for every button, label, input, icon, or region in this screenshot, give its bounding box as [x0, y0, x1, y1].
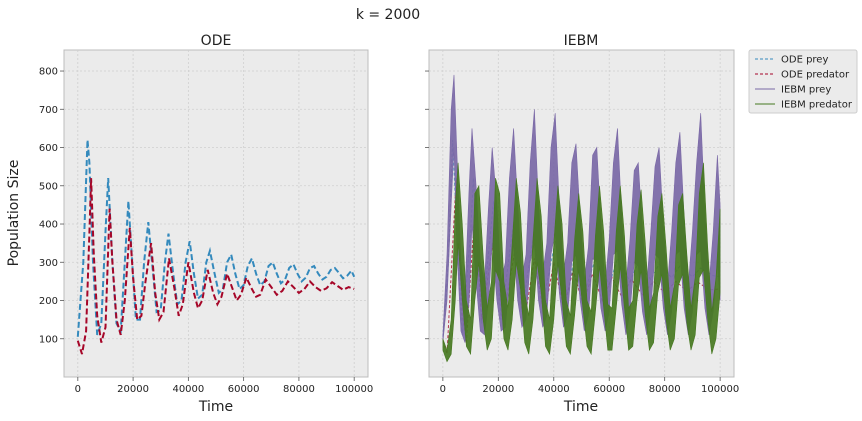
ode-y-tick-label: 600 [39, 143, 58, 154]
iebm-x-tick-label: 20000 [482, 384, 514, 395]
ode-panel-title: ODE [201, 33, 232, 49]
ode-series [76, 139, 356, 355]
ode-x-axis-label: Time [198, 399, 233, 415]
iebm-x-tick-label: 40000 [538, 384, 570, 395]
ode-y-tick-label: 500 [39, 181, 58, 192]
iebm-x-tick-label: 0 [440, 384, 446, 395]
ode-series-ode_predator [76, 178, 355, 355]
ode-x-tick-label: 20000 [117, 384, 149, 395]
ode-panel: 0 20000 40000 60000 80000 100000 100 200 300 400 5… [6, 33, 373, 415]
ode-y-tick-label: 400 [39, 220, 58, 231]
ode-x-tick-label: 100000 [335, 384, 373, 395]
iebm-ticks: 0 20000 40000 60000 80000 100000 [425, 70, 739, 395]
legend-label-ode_prey: ODE prey [781, 55, 828, 66]
iebm-x-tick-label: 60000 [593, 384, 625, 395]
y-axis-label: Population Size [6, 160, 22, 267]
ode-y-tick-label: 200 [39, 296, 58, 307]
iebm-panel-title: IEBM [564, 33, 599, 49]
ode-x-tick-label: 60000 [228, 384, 260, 395]
ode-plot-area [63, 49, 369, 378]
ode-x-tick-label: 0 [75, 384, 81, 395]
ode-y-tick-label: 700 [39, 105, 58, 116]
ode-x-tick-label: 40000 [172, 384, 204, 395]
legend: ODE prey ODE predator IEBM prey IEBM predat… [748, 49, 858, 114]
ode-y-tick-label: 800 [39, 67, 58, 78]
iebm-series [442, 74, 721, 363]
legend-label-ode_predator: ODE predator [781, 70, 850, 81]
figure-title: k = 2000 [356, 7, 420, 23]
ode-x-tick-label: 80000 [283, 384, 315, 395]
iebm-x-tick-label: 100000 [701, 384, 739, 395]
iebm-x-axis-label: Time [563, 399, 598, 415]
legend-label-iebm_prey: IEBM prey [781, 85, 831, 96]
iebm-panel: 0 20000 40000 60000 80000 100000 IEBM Time [425, 33, 739, 415]
ode-y-tick-label: 300 [39, 258, 58, 269]
ode-y-tick-label: 100 [39, 334, 58, 345]
legend-label-iebm_predator: IEBM predator [781, 100, 853, 111]
legend-items: ODE prey ODE predator IEBM prey IEBM predat… [755, 55, 853, 111]
iebm-series-iebm_predator [442, 162, 721, 363]
legend-box [748, 49, 858, 114]
ode-ticks: 0 20000 40000 60000 80000 100000 100 200 300 400 5… [39, 67, 373, 395]
iebm-x-tick-label: 80000 [649, 384, 681, 395]
ode-grid [64, 50, 368, 377]
ode-series-ode_prey [76, 139, 356, 337]
iebm-series-iebm_prey [442, 74, 721, 343]
